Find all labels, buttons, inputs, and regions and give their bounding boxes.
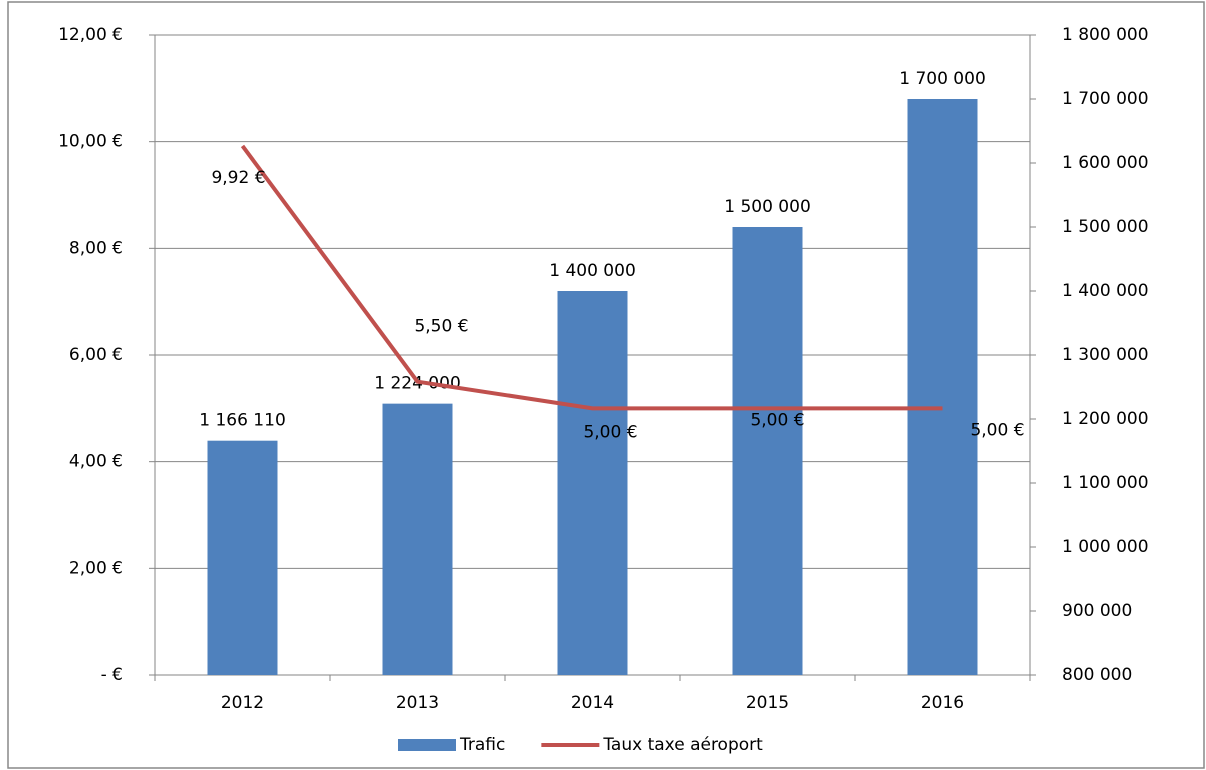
bar [732,227,803,675]
x-tick-label: 2014 [571,693,614,713]
y-tick-label: 4,00 € [69,452,123,472]
y2-tick-label: 1 600 000 [1062,153,1149,173]
bar [207,440,278,675]
bar-value-label: 1 700 000 [899,69,986,89]
y2-tick-label: 1 800 000 [1062,25,1149,45]
y-tick-label: 6,00 € [69,345,123,365]
y2-tick-label: 800 000 [1062,665,1132,685]
legend-label: Taux taxe aéroport [602,735,763,755]
y-tick-label: 2,00 € [69,558,123,578]
bar [382,403,453,675]
legend-swatch [398,739,456,751]
y2-tick-label: 1 000 000 [1062,537,1149,557]
line [240,144,943,411]
legend-label: Trafic [459,735,505,755]
y2-tick-label: 1 300 000 [1062,345,1149,365]
line-value-label: 5,00 € [583,422,637,442]
y-tick-label: 10,00 € [58,132,123,152]
bar-value-label: 1 166 110 [199,411,286,431]
bar-value-label: 1 400 000 [549,261,636,281]
x-tick-label: 2016 [921,693,964,713]
line-value-label: 5,50 € [414,317,468,337]
y2-tick-label: 1 100 000 [1062,473,1149,493]
line-value-label: 9,92 € [211,168,265,188]
y2-tick-label: 900 000 [1062,601,1132,621]
y-tick-label: 12,00 € [58,25,123,45]
y2-tick-label: 1 200 000 [1062,409,1149,429]
x-tick-label: 2013 [396,693,439,713]
y2-tick-label: 1 400 000 [1062,281,1149,301]
bar [557,291,628,675]
y-tick-label: - € [101,665,123,685]
x-tick-label: 2012 [221,693,264,713]
y2-tick-label: 1 700 000 [1062,89,1149,109]
bar-value-label: 1 500 000 [724,197,811,217]
bar [907,99,978,675]
y2-tick-label: 1 500 000 [1062,217,1149,237]
line-value-label: 5,00 € [970,420,1024,440]
y-tick-label: 8,00 € [69,238,123,258]
line-value-label: 5,00 € [750,410,804,430]
x-tick-label: 2015 [746,693,789,713]
